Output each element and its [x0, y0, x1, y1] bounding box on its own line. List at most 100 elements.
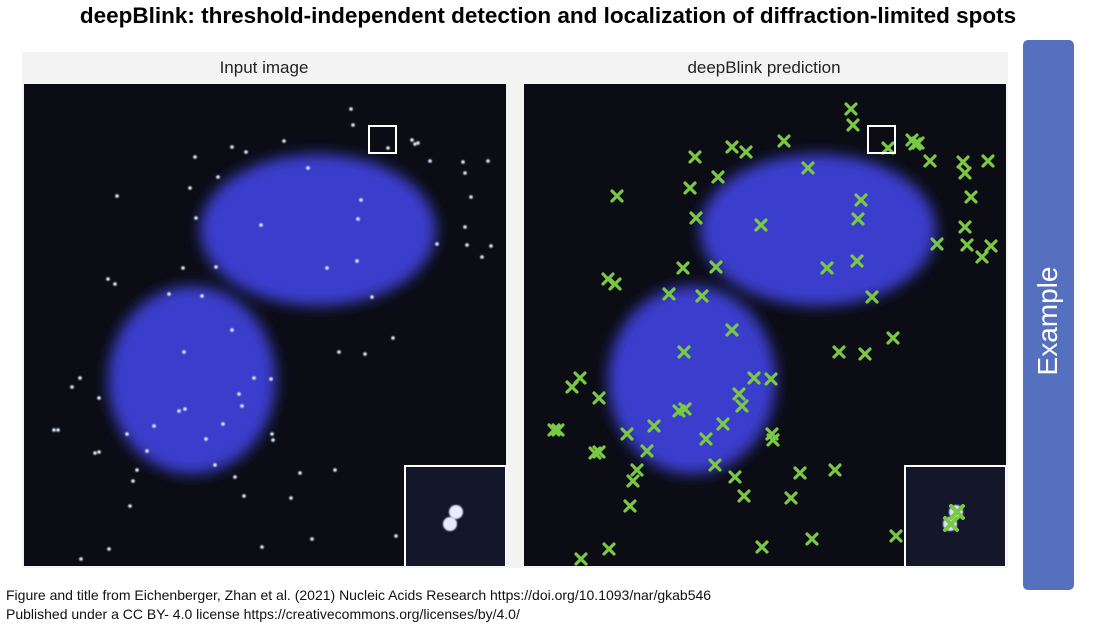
detection-mark	[881, 141, 895, 155]
detection-mark	[820, 261, 834, 275]
cross-stroke	[547, 423, 561, 437]
spot	[463, 171, 467, 175]
spot	[188, 186, 192, 190]
detection-mark	[793, 466, 807, 480]
prediction-image	[524, 84, 1006, 566]
detection-mark	[755, 540, 769, 554]
cross-stroke	[626, 474, 640, 488]
cross-stroke	[793, 466, 807, 480]
spot	[349, 107, 353, 111]
spot	[413, 142, 417, 146]
cross-stroke	[820, 261, 834, 275]
cross-stroke	[964, 190, 978, 204]
detection-mark	[854, 193, 868, 207]
detection-mark	[592, 391, 606, 405]
detection-mark	[981, 154, 995, 168]
cross-stroke	[728, 470, 742, 484]
detection-mark	[747, 371, 761, 385]
spot	[410, 138, 414, 142]
cross-stroke	[601, 272, 615, 286]
spot	[394, 534, 398, 538]
cross-stroke	[630, 463, 644, 477]
panel-label: Input image	[220, 58, 309, 77]
detection-mark	[886, 331, 900, 345]
spot	[333, 468, 337, 472]
detection-mark	[975, 250, 989, 264]
detection-mark	[805, 532, 819, 546]
spot	[465, 243, 469, 247]
cross-stroke	[735, 399, 749, 413]
spot	[363, 352, 367, 356]
cross-stroke	[683, 181, 697, 195]
detection-mark	[678, 402, 692, 416]
spot	[233, 475, 237, 479]
cross-stroke	[610, 189, 624, 203]
cross-stroke	[725, 323, 739, 337]
cross-stroke	[801, 161, 815, 175]
detection-mark	[695, 289, 709, 303]
cross-stroke	[620, 427, 634, 441]
detection-mark	[958, 166, 972, 180]
detection-mark	[689, 211, 703, 225]
cross-stroke	[981, 154, 995, 168]
cross-stroke	[688, 150, 702, 164]
cross-stroke	[662, 287, 676, 301]
cross-stroke	[958, 220, 972, 234]
spot	[489, 244, 493, 248]
cross-stroke	[923, 154, 937, 168]
cross-stroke	[623, 499, 637, 513]
cross-stroke	[850, 254, 864, 268]
spot	[145, 449, 149, 453]
cross-stroke	[732, 387, 746, 401]
cross-stroke	[676, 261, 690, 275]
cross-stroke	[678, 402, 692, 416]
spot	[386, 146, 390, 150]
spot	[242, 494, 246, 498]
detection-mark	[739, 145, 753, 159]
cross-stroke	[699, 432, 713, 446]
spot	[237, 392, 241, 396]
detection-mark	[984, 239, 998, 253]
detection-mark	[676, 261, 690, 275]
cross-stroke	[846, 118, 860, 132]
detection-mark	[588, 446, 602, 460]
cross-stroke	[832, 345, 846, 359]
spot	[230, 145, 234, 149]
cross-stroke	[851, 212, 865, 226]
detection-mark	[565, 380, 579, 394]
detection-mark	[699, 432, 713, 446]
spot	[107, 547, 111, 551]
input-image	[24, 84, 506, 566]
spot	[204, 437, 208, 441]
cross-stroke	[608, 277, 622, 291]
cross-stroke	[689, 211, 703, 225]
cross-stroke	[551, 423, 565, 437]
detection-mark	[610, 189, 624, 203]
side-tab	[1023, 40, 1074, 590]
caption-line: Published under a CC BY- 4.0 license htt…	[6, 606, 520, 622]
detection-mark	[683, 181, 697, 195]
cross-stroke	[886, 331, 900, 345]
detection-mark	[574, 552, 588, 566]
detection-mark	[850, 254, 864, 268]
spot	[463, 225, 467, 229]
spot	[152, 424, 156, 428]
cross-stroke	[709, 260, 723, 274]
spot	[252, 376, 256, 380]
detection-mark	[735, 399, 749, 413]
detection-mark	[828, 463, 842, 477]
spot	[355, 259, 359, 263]
spot	[115, 194, 119, 198]
detection-mark	[923, 154, 937, 168]
cross-stroke	[747, 371, 761, 385]
detection-mark	[608, 277, 622, 291]
cross-stroke	[716, 417, 730, 431]
detection-mark	[547, 423, 561, 437]
detection-mark	[764, 372, 778, 386]
spot	[213, 463, 217, 467]
spot	[135, 468, 139, 472]
detection-mark	[858, 347, 872, 361]
spot	[337, 350, 341, 354]
cross-stroke	[565, 380, 579, 394]
